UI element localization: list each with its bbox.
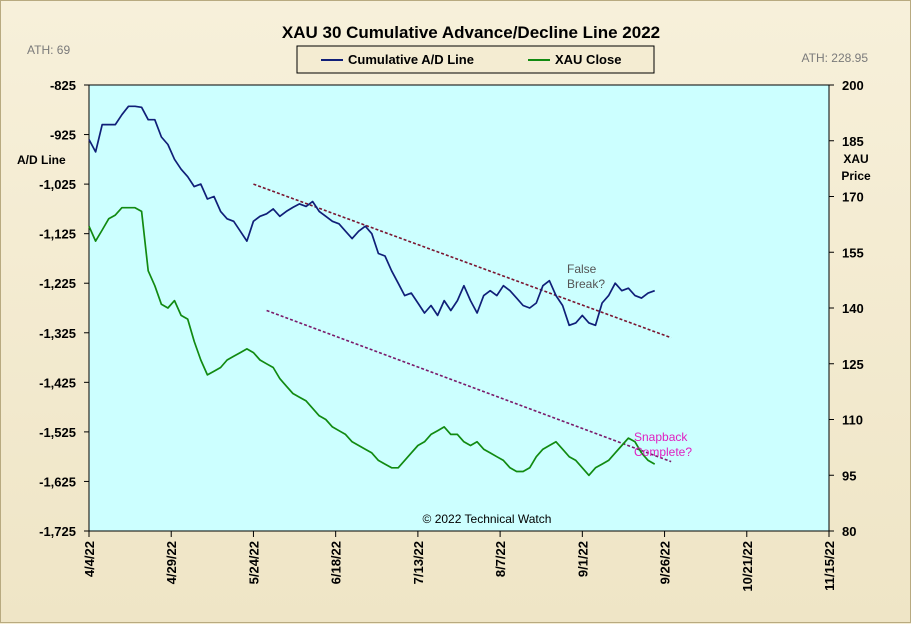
ath-left: ATH: 69 (27, 43, 70, 57)
left-tick-label: -1,225 (39, 276, 76, 291)
right-axis-ticks: 200 185 170 155 140 125 110 95 80 (829, 78, 864, 539)
x-tick-label: 4/4/22 (82, 541, 97, 577)
left-tick-label: -1,325 (39, 326, 76, 341)
right-axis-label-line2: Price (841, 169, 871, 183)
annotation-false-break: False Break? (567, 262, 605, 291)
legend: Cumulative A/D Line XAU Close (296, 45, 655, 74)
annotation-snapback-line2: Complete? (634, 445, 692, 459)
annotation-false-break-line1: False (567, 262, 597, 276)
trendlines (253, 183, 672, 463)
x-tick-label: 9/1/22 (575, 541, 590, 577)
left-axis-label: A/D Line (17, 153, 66, 167)
left-tick-label: -825 (50, 78, 76, 93)
copyright-credit: © 2022 Technical Watch (423, 512, 552, 526)
annotation-snapback-line1: Snapback (634, 430, 688, 444)
x-tick-label: 10/21/22 (740, 541, 755, 592)
right-tick-label: 170 (842, 190, 864, 205)
x-tick-label: 5/24/22 (246, 541, 261, 584)
left-tick-label: -1,625 (39, 474, 76, 489)
trendline-1 (253, 183, 672, 339)
right-tick-label: 95 (842, 468, 856, 483)
legend-label-ad-line: Cumulative A/D Line (348, 52, 474, 67)
left-axis-ticks: -825 -925 -1,025 -1,125 -1,225 -1,325 -1,425 -1… (39, 78, 89, 539)
annotation-snapback: Snapback Complete? (634, 430, 692, 459)
x-tick-label: 7/13/22 (411, 541, 426, 584)
ath-right: ATH: 228.95 (802, 51, 869, 65)
left-tick-label: -1,725 (39, 524, 76, 539)
left-tick-label: -1,025 (39, 177, 76, 192)
plot-area (88, 84, 830, 532)
right-tick-label: 110 (842, 413, 863, 428)
x-tick-label: 8/7/22 (493, 541, 508, 577)
left-tick-label: -1,125 (39, 227, 76, 242)
left-tick-label: -1,425 (39, 375, 76, 390)
annotation-false-break-line2: Break? (567, 277, 605, 291)
trendline-2 (266, 309, 672, 463)
right-tick-label: 140 (842, 301, 864, 316)
x-tick-label: 4/29/22 (164, 541, 179, 584)
right-tick-label: 185 (842, 134, 864, 149)
x-axis-ticks: 4/4/22 4/29/22 5/24/22 6/18/22 7/13/22 8/7/22… (82, 531, 837, 592)
x-tick-label: 11/15/22 (822, 541, 837, 591)
left-tick-label: -925 (50, 128, 76, 143)
right-axis-label-line1: XAU (843, 152, 868, 166)
right-tick-label: 155 (842, 245, 864, 260)
right-tick-label: 125 (842, 357, 864, 372)
series-ad-line (88, 105, 655, 327)
right-tick-label: 80 (842, 524, 856, 539)
chart-title: XAU 30 Cumulative Advance/Decline Line 2… (282, 23, 660, 42)
legend-box (296, 45, 655, 74)
x-tick-label: 6/18/22 (329, 541, 344, 584)
right-tick-label: 200 (842, 78, 864, 93)
series-lines (88, 105, 656, 477)
x-tick-label: 9/26/22 (658, 541, 673, 584)
series-xau-close (88, 206, 656, 477)
left-tick-label: -1,525 (39, 425, 76, 440)
legend-label-xau-close: XAU Close (555, 52, 621, 67)
